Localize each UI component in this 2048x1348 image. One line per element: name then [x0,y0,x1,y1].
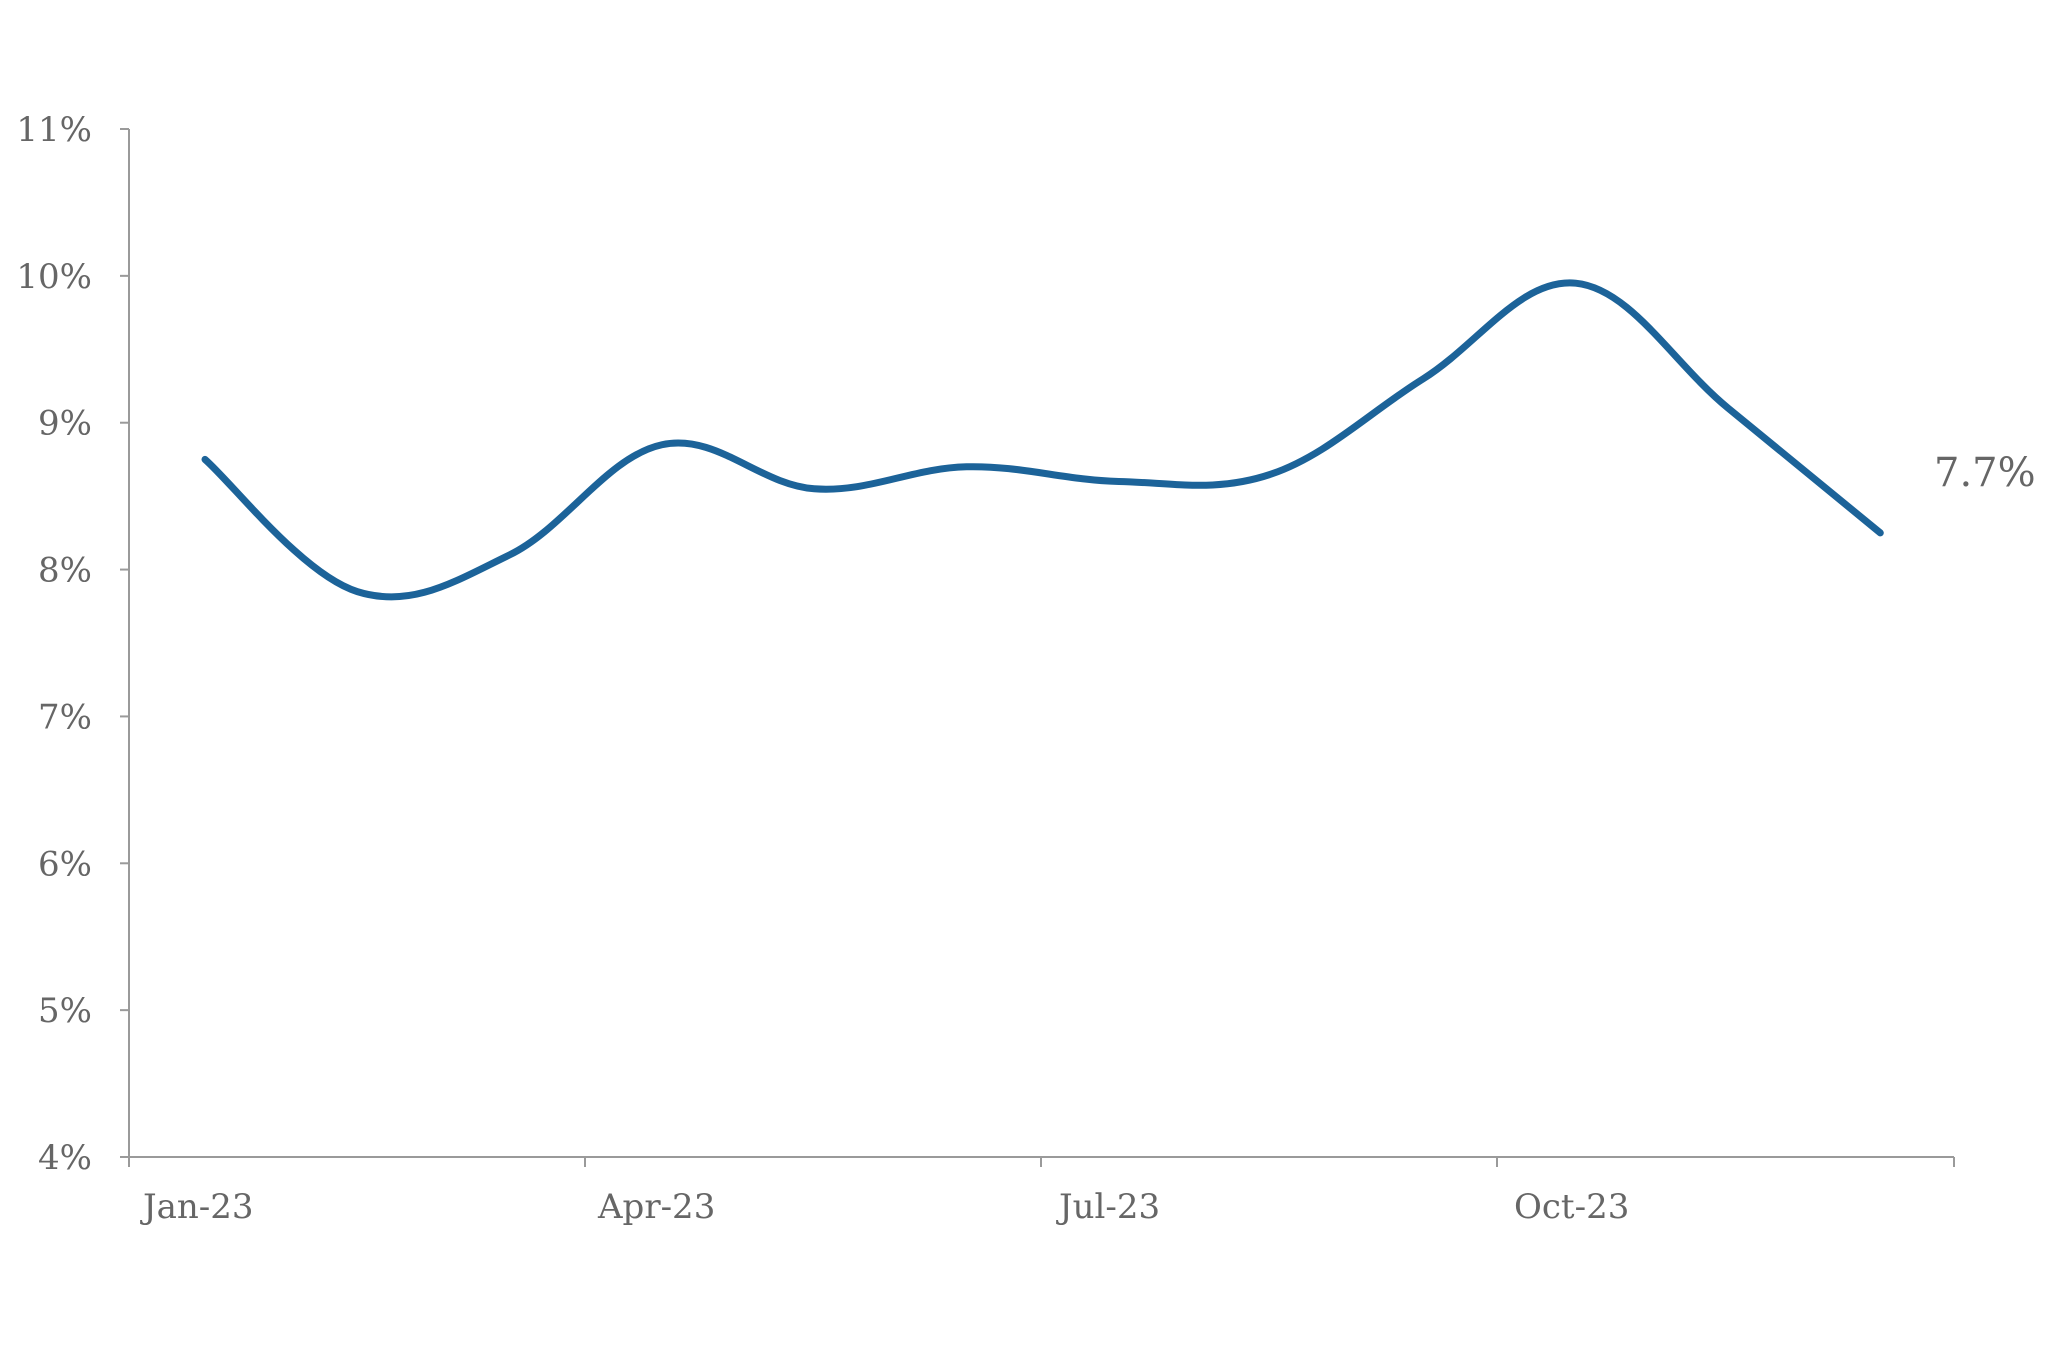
y-tick-label: 5% [38,991,92,1031]
series-line [201,279,1884,601]
end-value-label: 7.7% [1934,450,2036,496]
y-tick-label: 4% [38,1138,92,1178]
x-tick-label: Oct-23 [1514,1187,1629,1227]
y-tick-label: 7% [38,697,92,737]
x-tick-label: Jul-23 [1056,1187,1160,1227]
x-tick-label: Jan-23 [140,1187,254,1227]
y-tick-label: 11% [16,110,92,150]
x-ticks: Jan-23 Apr-23 Jul-23 Oct-23 [128,1157,1955,1227]
y-tick-label: 6% [38,844,92,884]
y-ticks: 4% 5% 6% 7% 8% 9% 10% 11% [16,110,129,1178]
y-tick-label: 10% [16,257,92,297]
y-tick-label: 8% [38,551,92,591]
y-tick-label: 9% [38,404,92,444]
x-tick-label: Apr-23 [597,1187,715,1227]
